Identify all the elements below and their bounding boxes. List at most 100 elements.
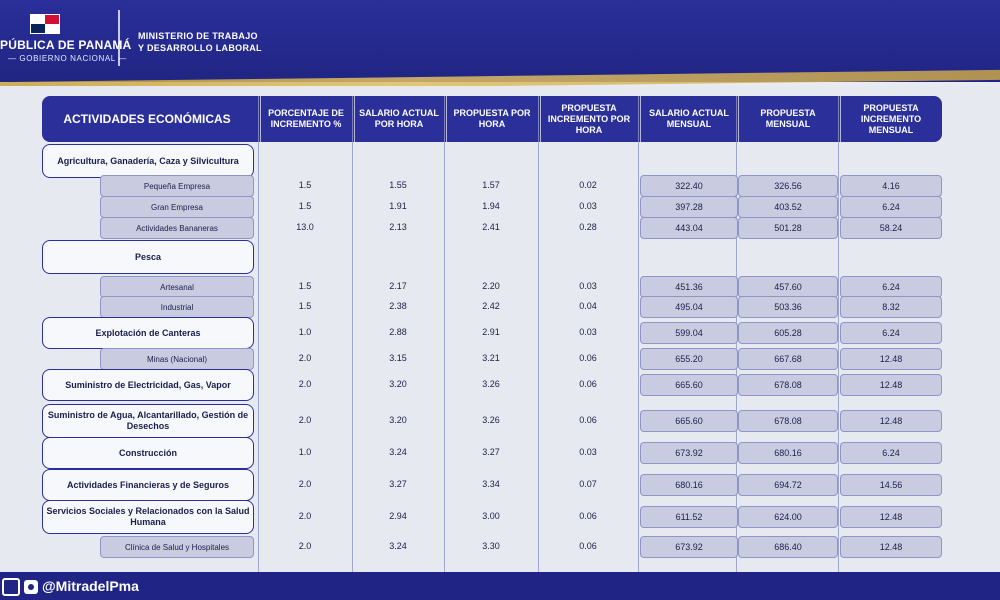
table-cell: 2.13 [389,222,407,232]
table-cell: 12.48 [840,410,942,432]
table-cell: 13.0 [296,222,314,232]
subcategory-label: Industrial [100,296,254,318]
table-cell: 14.56 [840,474,942,496]
table-cell: 0.06 [579,541,597,551]
table-cell: 1.55 [389,180,407,190]
table-cell: 3.34 [482,479,500,489]
table-cell: 2.0 [298,353,312,363]
table-cell: 2.17 [389,281,407,291]
table-cell: 322.40 [640,175,738,197]
column-header: PORCENTAJE DE INCREMENTO % [260,96,351,142]
panama-flag-icon [30,14,60,34]
social-footer: @MitradelPma [2,578,139,597]
category-label: Agricultura, Ganadería, Caza y Silvicult… [42,144,254,178]
table-cell: 673.92 [640,442,738,464]
category-label: Actividades Financieras y de Seguros [42,469,254,501]
social-handle: @MitradelPma [42,578,139,594]
table-cell: 665.60 [640,410,738,432]
table-cell: 2.0 [298,541,312,551]
table-cell: 611.52 [640,506,738,528]
table-cell: 3.20 [389,415,407,425]
table-cell: 678.08 [738,410,838,432]
header-actividades: ACTIVIDADES ECONÓMICAS [63,112,231,126]
bottom-bar [0,572,1000,600]
table-cell: 665.60 [640,374,738,396]
table-cell: 624.00 [738,506,838,528]
table-cell: 680.16 [738,442,838,464]
table-cell: 3.15 [389,353,407,363]
column-divider [352,96,353,576]
table-cell: 443.04 [640,217,738,239]
table-cell: 451.36 [640,276,738,298]
table-cell: 8.32 [840,296,942,318]
header-divider [118,10,120,66]
table-cell: 1.0 [298,447,312,457]
table-cell: 655.20 [640,348,738,370]
table-cell: 0.28 [579,222,597,232]
table-cell: 457.60 [738,276,838,298]
table-cell: 0.07 [579,479,597,489]
table-cell: 2.0 [298,415,312,425]
table-cell: 605.28 [738,322,838,344]
category-label: Construcción [42,437,254,469]
table-cell: 599.04 [640,322,738,344]
column-header: SALARIO ACTUAL MENSUAL [640,96,737,142]
table-cell: 0.03 [579,281,597,291]
table-cell: 1.94 [482,201,500,211]
subcategory-label: Artesanal [100,276,254,298]
table-cell: 4.16 [840,175,942,197]
table-cell: 0.06 [579,353,597,363]
table-cell: 2.91 [482,327,500,337]
table-cell: 0.06 [579,511,597,521]
table-cell: 1.5 [298,281,312,291]
table-cell: 1.0 [298,327,312,337]
category-label: Explotación de Canteras [42,317,254,349]
government-title: PÚBLICA DE PANAMÁ [0,38,132,52]
table-cell: 678.08 [738,374,838,396]
table-cell: 0.03 [579,447,597,457]
column-header: PROPUESTA MENSUAL [738,96,837,142]
column-header: SALARIO ACTUAL POR HORA [354,96,443,142]
table-cell: 686.40 [738,536,838,558]
table-cell: 1.91 [389,201,407,211]
column-divider [444,96,445,576]
table-cell: 1.5 [298,180,312,190]
instagram-icon [2,578,20,597]
table-cell: 397.28 [640,196,738,218]
table-cell: 503.36 [738,296,838,318]
column-header: PROPUESTA INCREMENTO MENSUAL [840,96,941,142]
table-cell: 12.48 [840,348,942,370]
table-cell: 495.04 [640,296,738,318]
category-label: Servicios Sociales y Relacionados con la… [42,500,254,534]
ministry-line-2: Y DESARROLLO LABORAL [138,43,262,53]
column-divider [838,96,839,576]
table-cell: 501.28 [738,217,838,239]
table-cell: 667.68 [738,348,838,370]
table-cell: 680.16 [640,474,738,496]
table-cell: 3.26 [482,415,500,425]
table-cell: 6.24 [840,322,942,344]
table-cell: 6.24 [840,276,942,298]
table-cell: 3.27 [389,479,407,489]
table-cell: 2.41 [482,222,500,232]
category-label: Suministro de Agua, Alcantarillado, Gest… [42,404,254,438]
table-cell: 694.72 [738,474,838,496]
table-cell: 2.0 [298,379,312,389]
table-cell: 0.03 [579,201,597,211]
table-cell: 3.20 [389,379,407,389]
table-cell: 2.0 [298,479,312,489]
subcategory-label: Actividades Bananeras [100,217,254,239]
table-cell: 326.56 [738,175,838,197]
table-cell: 0.06 [579,415,597,425]
ministry-line-1: MINISTERIO DE TRABAJO [138,31,258,41]
table-cell: 6.24 [840,442,942,464]
table-cell: 2.20 [482,281,500,291]
table-cell: 3.30 [482,541,500,551]
subcategory-label: Gran Empresa [100,196,254,218]
table-cell: 2.94 [389,511,407,521]
table-cell: 12.48 [840,506,942,528]
table-cell: 2.88 [389,327,407,337]
table-cell: 3.00 [482,511,500,521]
table-cell: 1.57 [482,180,500,190]
table-cell: 12.48 [840,536,942,558]
